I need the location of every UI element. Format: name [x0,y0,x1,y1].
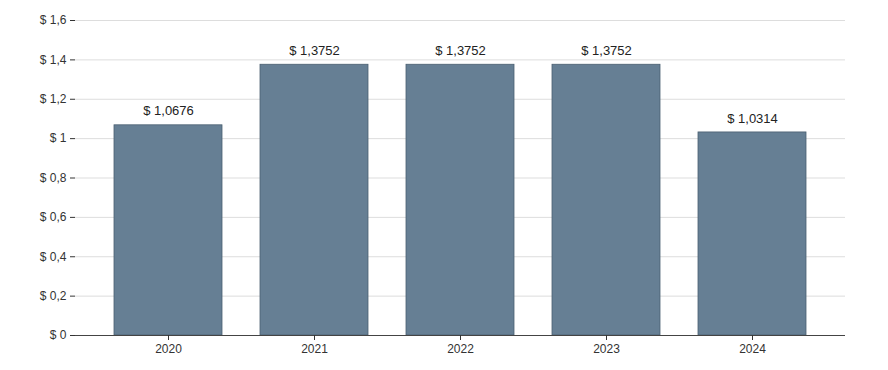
svg-text:$ 1,3752: $ 1,3752 [581,43,632,58]
svg-text:$ 0,6: $ 0,6 [40,210,67,224]
svg-text:$ 1,0676: $ 1,0676 [143,103,194,118]
svg-text:2022: 2022 [447,342,474,356]
svg-text:2023: 2023 [593,342,620,356]
svg-text:$ 0,2: $ 0,2 [40,289,67,303]
svg-text:$ 0: $ 0 [50,328,67,342]
svg-text:$ 1,3752: $ 1,3752 [435,43,486,58]
html-text:(c) Trivano.com: (c) Trivano.com [804,2,880,14]
svg-text:2024: 2024 [739,342,766,356]
svg-text:$ 0,4: $ 0,4 [40,250,67,264]
svg-text:2021: 2021 [301,342,328,356]
svg-text:$ 0,8: $ 0,8 [40,171,67,185]
svg-text:$ 1,0314: $ 1,0314 [727,111,778,126]
svg-text:$ 1,4: $ 1,4 [40,53,67,67]
svg-text:$ 1,2: $ 1,2 [40,92,67,106]
svg-text:$ 1: $ 1 [50,131,67,145]
svg-text:$ 1,3752: $ 1,3752 [289,43,340,58]
svg-text:2020: 2020 [155,342,182,356]
svg-text:$ 1,6: $ 1,6 [40,13,67,27]
